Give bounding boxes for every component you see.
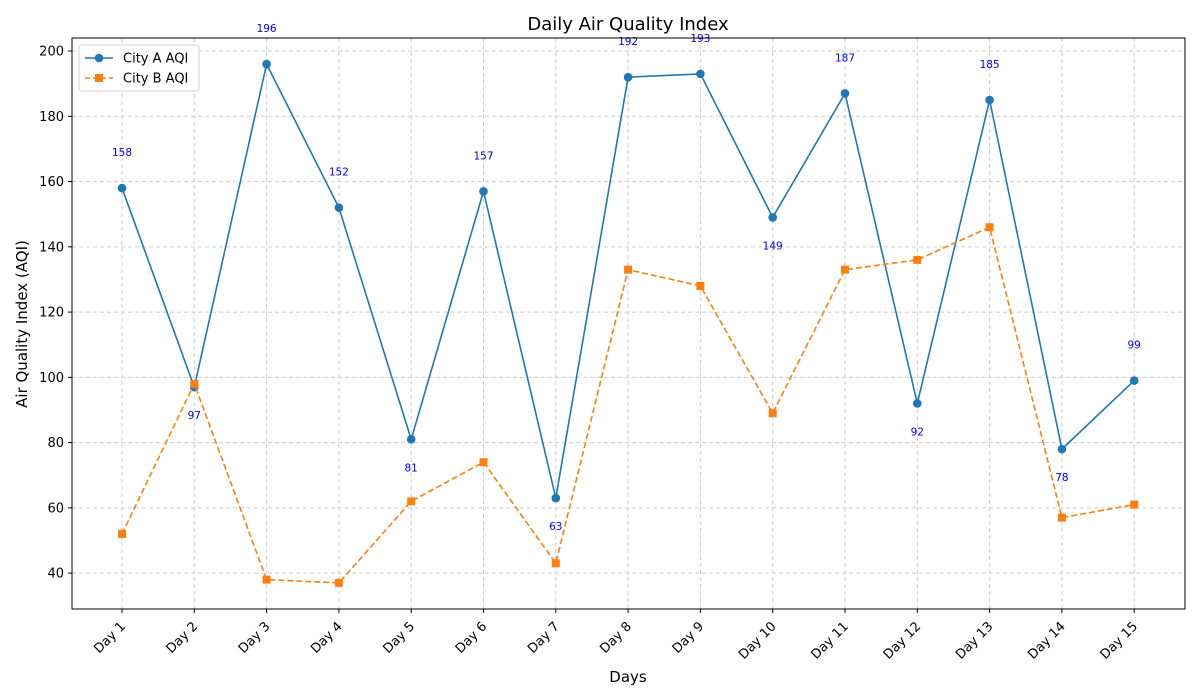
x-tick-label: Day 7: [525, 619, 563, 657]
data-point: [262, 59, 271, 69]
legend-label: City A AQI: [123, 52, 188, 67]
legend-entry: City A AQI: [85, 52, 188, 67]
y-tick-label: 60: [47, 501, 64, 516]
data-point: [190, 379, 199, 388]
data-label: 81: [405, 462, 418, 474]
x-tick-label: Day 14: [1025, 619, 1068, 662]
y-tick-label: 180: [39, 110, 64, 125]
data-point: [406, 435, 416, 444]
data-point: [117, 183, 127, 193]
data-point: [841, 265, 849, 274]
y-tick-label: 120: [39, 306, 64, 321]
data-point: [334, 203, 344, 212]
y-tick-label: 80: [47, 436, 64, 451]
data-point: [118, 529, 126, 538]
x-tick-label: Day 10: [736, 619, 779, 662]
x-tick-label: Day 8: [597, 619, 635, 657]
data-label: 99: [1128, 340, 1141, 352]
data-point: [1130, 500, 1139, 509]
data-point: [1057, 513, 1066, 522]
data-labels: 158 97 196 152 81 157 63 192 193 149 187 92 185 78 99: [112, 23, 1141, 533]
x-axis-title: Days: [609, 668, 647, 686]
data-label: 193: [690, 33, 710, 45]
data-point: [1057, 444, 1067, 454]
legend: City A AQI City B AQI: [78, 44, 200, 92]
data-point: [985, 95, 994, 105]
series-2: [118, 223, 1139, 587]
legend-label: City B AQI: [123, 72, 188, 87]
data-point: [985, 223, 994, 232]
x-tick-label: Day 3: [236, 619, 274, 657]
y-tick-label: 160: [39, 175, 64, 190]
x-tick-label: Day 1: [91, 619, 129, 657]
legend-entry: City B AQI: [85, 72, 188, 87]
data-point: [1129, 376, 1139, 385]
data-point: [623, 72, 633, 82]
x-tick-label: Day 11: [808, 619, 851, 662]
x-tick-label: Day 4: [308, 619, 346, 657]
data-label: 196: [257, 23, 277, 35]
legend-marker: [95, 74, 103, 82]
data-point: [696, 281, 705, 290]
data-point: [479, 458, 488, 467]
axes: 40 60 80 100 120 140 160 180 200 Day 1 Day 2 Day 3 D…: [39, 37, 1186, 663]
y-tick-label: 140: [39, 240, 64, 255]
x-tick-label: Day 2: [164, 619, 202, 657]
data-label: 185: [980, 59, 1000, 71]
x-tick-label: Day 6: [453, 619, 491, 657]
data-label: 192: [618, 36, 638, 48]
data-point: [913, 399, 922, 408]
data-point: [551, 559, 560, 568]
data-label: 157: [473, 150, 493, 162]
series-1: [117, 59, 1139, 503]
data-label: 152: [329, 167, 349, 179]
data-point: [913, 255, 922, 264]
data-point: [407, 497, 416, 506]
grid-lines: [72, 38, 1185, 609]
y-axis-title: Air Quality Index (AQI): [13, 240, 31, 408]
chart-title: Daily Air Quality Index: [527, 14, 729, 35]
data-point: [624, 265, 633, 274]
data-point: [840, 89, 850, 98]
y-tick-label: 100: [39, 371, 64, 386]
data-label: 149: [763, 240, 783, 252]
legend-box: [78, 44, 200, 92]
x-tick-label: Day 9: [670, 619, 708, 657]
data-point: [479, 187, 488, 196]
x-tick-label: Day 12: [881, 619, 924, 662]
data-point: [696, 69, 705, 79]
data-label: 92: [911, 426, 924, 438]
data-label: 158: [112, 147, 132, 159]
x-tick-label: Day 5: [380, 619, 418, 657]
legend-marker: [94, 53, 104, 63]
x-tick-label: Day 13: [953, 619, 996, 662]
plot-frame: [71, 37, 1186, 610]
data-point: [768, 409, 777, 418]
data-point: [551, 493, 561, 503]
data-label: 187: [835, 52, 855, 64]
data-label: 78: [1055, 472, 1068, 484]
data-point: [768, 213, 777, 222]
data-point: [334, 578, 343, 587]
x-tick-label: Day 15: [1098, 619, 1141, 662]
y-tick-label: 40: [47, 567, 64, 582]
data-point: [262, 575, 271, 584]
series-layer: [117, 59, 1139, 587]
data-label: 97: [188, 410, 201, 422]
data-label: 63: [549, 521, 562, 533]
y-tick-label: 200: [39, 45, 64, 60]
